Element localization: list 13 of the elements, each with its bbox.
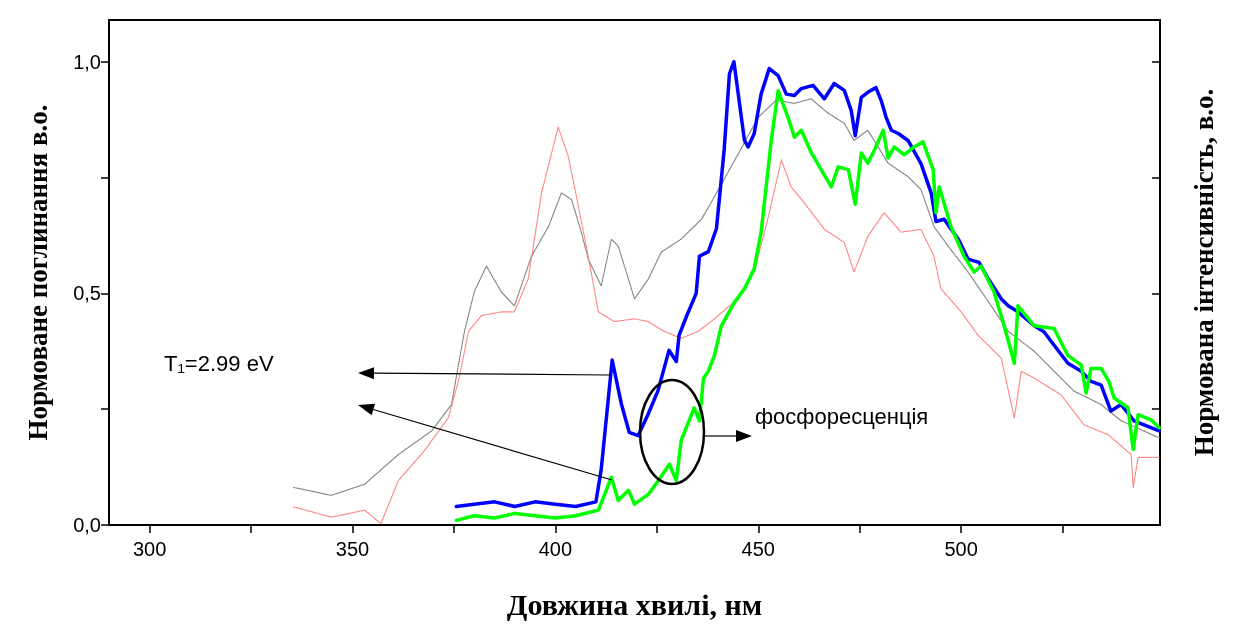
- y-tick-label: 0,5: [73, 282, 101, 305]
- x-tick-label: 350: [335, 538, 370, 560]
- x-tick-label: 400: [538, 538, 573, 560]
- x-axis-title: Довжина хвилі, нм: [506, 587, 763, 621]
- y-axis-title: Нормоване поглинання в.о.: [22, 104, 53, 441]
- annotation: фосфоресценція: [755, 404, 929, 430]
- x-tick-label: 500: [944, 538, 978, 560]
- x-tick-label: 300: [132, 538, 167, 560]
- y-tick-label: 0,0: [73, 514, 101, 536]
- x-tick-label: 450: [741, 538, 775, 560]
- y-tick-label: 1,0: [73, 50, 101, 73]
- y2-axis-title: Нормована інтенсивність, в.о.: [1188, 88, 1219, 457]
- annotation: T₁=2.99 eV: [164, 351, 274, 377]
